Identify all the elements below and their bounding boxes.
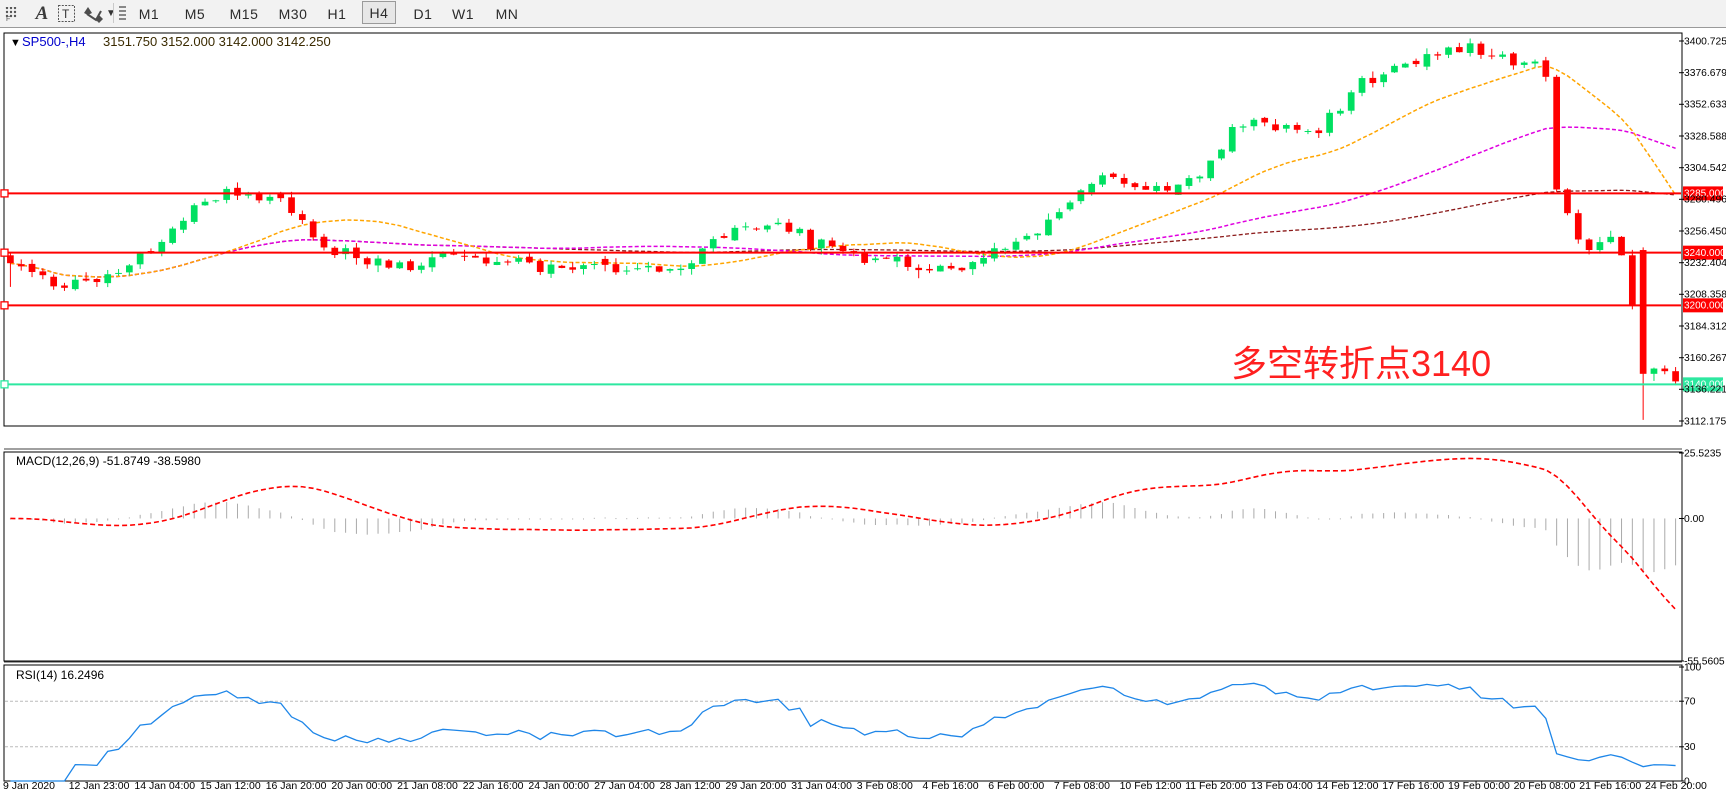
svg-text:RSI(14) 16.2496: RSI(14) 16.2496 <box>16 668 104 682</box>
svg-text:27 Jan 04:00: 27 Jan 04:00 <box>594 780 655 792</box>
svg-text:3136.221: 3136.221 <box>1684 385 1726 396</box>
svg-text:3160.267: 3160.267 <box>1684 353 1726 364</box>
svg-text:22 Jan 16:00: 22 Jan 16:00 <box>463 780 524 792</box>
svg-text:4 Feb 16:00: 4 Feb 16:00 <box>923 780 979 792</box>
svg-text:3112.175: 3112.175 <box>1684 416 1726 427</box>
svg-text:12 Jan 23:00: 12 Jan 23:00 <box>69 780 130 792</box>
svg-text:21 Feb 16:00: 21 Feb 16:00 <box>1579 780 1641 792</box>
svg-text:24 Feb 20:00: 24 Feb 20:00 <box>1645 780 1707 792</box>
svg-text:10 Feb 12:00: 10 Feb 12:00 <box>1120 780 1182 792</box>
svg-text:3184.312: 3184.312 <box>1684 321 1726 332</box>
svg-text:3200.000: 3200.000 <box>1684 301 1726 312</box>
svg-text:20 Feb 08:00: 20 Feb 08:00 <box>1514 780 1576 792</box>
svg-text:3256.450: 3256.450 <box>1684 226 1726 237</box>
svg-text:3400.725: 3400.725 <box>1684 36 1726 47</box>
svg-text:6 Feb 00:00: 6 Feb 00:00 <box>988 780 1044 792</box>
svg-text:MACD(12,26,9) -51.8749 -38.598: MACD(12,26,9) -51.8749 -38.5980 <box>16 454 201 468</box>
svg-text:3 Feb 08:00: 3 Feb 08:00 <box>857 780 913 792</box>
svg-text:3376.679: 3376.679 <box>1684 68 1726 79</box>
svg-text:多空转折点3140: 多空转折点3140 <box>1231 343 1491 384</box>
svg-text:3304.542: 3304.542 <box>1684 163 1726 174</box>
svg-text:14 Feb 12:00: 14 Feb 12:00 <box>1317 780 1379 792</box>
svg-text:3232.404: 3232.404 <box>1684 258 1726 269</box>
svg-text:20 Jan 00:00: 20 Jan 00:00 <box>331 780 392 792</box>
svg-text:11 Feb 20:00: 11 Feb 20:00 <box>1185 780 1246 792</box>
svg-text:21 Jan 08:00: 21 Jan 08:00 <box>397 780 458 792</box>
svg-text:0.00: 0.00 <box>1684 514 1704 525</box>
svg-text:24 Jan 00:00: 24 Jan 00:00 <box>528 780 589 792</box>
svg-text:14 Jan 04:00: 14 Jan 04:00 <box>134 780 195 792</box>
svg-text:29 Jan 20:00: 29 Jan 20:00 <box>726 780 787 792</box>
svg-text:13 Feb 04:00: 13 Feb 04:00 <box>1251 780 1313 792</box>
svg-text:3280.496: 3280.496 <box>1684 195 1726 206</box>
svg-text:16 Jan 20:00: 16 Jan 20:00 <box>266 780 327 792</box>
svg-text:SP500-,H4: SP500-,H4 <box>22 34 86 49</box>
svg-text:7 Feb 08:00: 7 Feb 08:00 <box>1054 780 1110 792</box>
svg-text:3352.633: 3352.633 <box>1684 100 1726 111</box>
svg-text:15 Jan 12:00: 15 Jan 12:00 <box>200 780 261 792</box>
svg-text:30: 30 <box>1684 742 1696 753</box>
svg-text:31 Jan 04:00: 31 Jan 04:00 <box>791 780 852 792</box>
svg-text:3151.750 3152.000 3142.000 314: 3151.750 3152.000 3142.000 3142.250 <box>103 34 331 49</box>
svg-text:28 Jan 12:00: 28 Jan 12:00 <box>660 780 721 792</box>
svg-text:▼: ▼ <box>10 37 21 49</box>
svg-text:9 Jan 2020: 9 Jan 2020 <box>3 780 55 792</box>
svg-text:3328.588: 3328.588 <box>1684 131 1726 142</box>
svg-text:17 Feb 16:00: 17 Feb 16:00 <box>1382 780 1444 792</box>
svg-text:19 Feb 00:00: 19 Feb 00:00 <box>1448 780 1510 792</box>
svg-text:3208.358: 3208.358 <box>1684 290 1726 301</box>
svg-text:25.5235: 25.5235 <box>1684 448 1721 459</box>
svg-text:70: 70 <box>1684 697 1696 708</box>
svg-text:100: 100 <box>1684 662 1701 673</box>
